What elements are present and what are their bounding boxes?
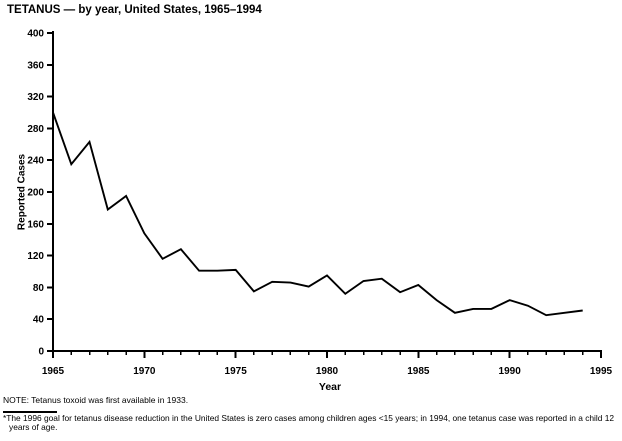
svg-text:320: 320 — [27, 92, 44, 103]
svg-text:1980: 1980 — [316, 366, 339, 377]
svg-text:80: 80 — [33, 283, 45, 294]
y-axis-ticks — [47, 32, 53, 352]
svg-text:1970: 1970 — [133, 366, 156, 377]
x-axis-label: Year — [318, 381, 342, 393]
chart-title: TETANUS — by year, United States, 1965–1… — [7, 4, 262, 16]
svg-text:120: 120 — [27, 251, 44, 262]
svg-text:1990: 1990 — [499, 366, 522, 377]
svg-text:0: 0 — [38, 347, 44, 358]
svg-text:1975: 1975 — [225, 366, 248, 377]
svg-text:200: 200 — [27, 188, 44, 199]
x-axis-ticks — [52, 352, 602, 358]
data-line — [52, 112, 583, 317]
footnote-divider — [3, 411, 57, 413]
svg-text:1995: 1995 — [590, 366, 613, 377]
svg-text:240: 240 — [27, 156, 44, 167]
svg-text:1985: 1985 — [407, 366, 430, 377]
y-axis-label: Reported Cases — [16, 153, 28, 231]
svg-text:160: 160 — [27, 219, 44, 230]
y-axis-tick-labels: 0 40 80 120 160 200 240 280 320 360 400 — [27, 29, 44, 358]
note-text: NOTE: Tetanus toxoid was first available… — [3, 395, 189, 405]
svg-text:400: 400 — [27, 29, 44, 40]
svg-text:360: 360 — [27, 60, 44, 71]
svg-text:1965: 1965 — [42, 366, 65, 377]
x-axis-tick-labels: 1965 1970 1975 1980 1985 1990 1995 — [42, 366, 613, 377]
footnote-text: *The 1996 goal for tetanus disease reduc… — [3, 413, 615, 433]
svg-text:40: 40 — [33, 315, 45, 326]
svg-text:280: 280 — [27, 124, 44, 135]
